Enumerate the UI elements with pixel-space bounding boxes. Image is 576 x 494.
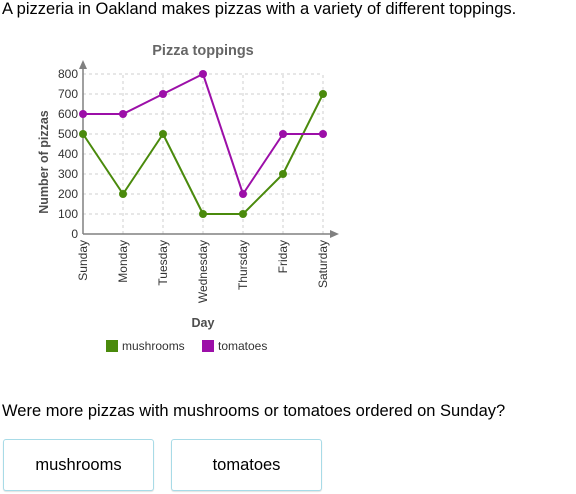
x-tick-label: Saturday <box>316 240 330 288</box>
question-text: Were more pizzas with mushrooms or tomat… <box>2 402 506 420</box>
chart-legend: mushrooms tomatoes <box>106 339 267 353</box>
data-point-tomatoes-thursday <box>239 190 247 198</box>
data-point-mushrooms-wednesday <box>199 210 207 218</box>
chart-axes <box>79 60 339 238</box>
y-tick-label: 700 <box>58 87 78 101</box>
data-point-mushrooms-friday <box>279 170 287 178</box>
intro-text: A pizzeria in Oakland makes pizzas with … <box>2 0 517 18</box>
x-tick-label: Monday <box>116 240 130 283</box>
x-tick-label: Sunday <box>76 240 90 281</box>
legend-label-tomatoes: tomatoes <box>218 339 267 353</box>
y-tick-label: 300 <box>58 167 78 181</box>
legend-swatch-tomatoes <box>202 340 214 352</box>
y-axis-label: Number of pizzas <box>37 110 51 214</box>
data-point-tomatoes-saturday <box>319 130 327 138</box>
data-point-tomatoes-sunday <box>79 110 87 118</box>
y-axis-arrow <box>79 60 87 69</box>
x-tick-label: Thursday <box>236 240 250 290</box>
answer-mushrooms-button[interactable]: mushrooms <box>3 439 154 491</box>
x-tick-labels: Sunday Monday Tuesday Wednesday Thursday Frid… <box>76 240 330 303</box>
y-tick-label: 0 <box>71 227 78 241</box>
line-chart: Pizza toppings 0 100 200 300 400 500 600 700 800… <box>37 43 339 353</box>
chart-title: Pizza toppings <box>152 43 254 59</box>
data-point-mushrooms-saturday <box>319 90 327 98</box>
chart-series <box>79 70 327 218</box>
y-tick-label: 800 <box>58 67 78 81</box>
y-tick-label: 200 <box>58 187 78 201</box>
data-point-mushrooms-thursday <box>239 210 247 218</box>
x-axis-arrow <box>330 230 339 238</box>
legend-swatch-mushrooms <box>106 340 118 352</box>
x-tick-label: Wednesday <box>196 240 210 303</box>
data-point-mushrooms-sunday <box>79 130 87 138</box>
y-tick-label: 400 <box>58 147 78 161</box>
y-tick-label: 100 <box>58 207 78 221</box>
x-tick-label: Friday <box>276 240 290 273</box>
data-point-tomatoes-tuesday <box>159 90 167 98</box>
data-point-mushrooms-tuesday <box>159 130 167 138</box>
y-tick-label: 600 <box>58 107 78 121</box>
answer-tomatoes-button[interactable]: tomatoes <box>171 439 322 491</box>
legend-label-mushrooms: mushrooms <box>122 339 185 353</box>
y-tick-labels: 0 100 200 300 400 500 600 700 800 <box>58 67 78 241</box>
y-tick-label: 500 <box>58 127 78 141</box>
x-axis-label: Day <box>192 316 215 330</box>
x-tick-label: Tuesday <box>156 240 170 286</box>
data-point-tomatoes-monday <box>119 110 127 118</box>
data-point-tomatoes-friday <box>279 130 287 138</box>
data-point-tomatoes-wednesday <box>199 70 207 78</box>
data-point-mushrooms-monday <box>119 190 127 198</box>
